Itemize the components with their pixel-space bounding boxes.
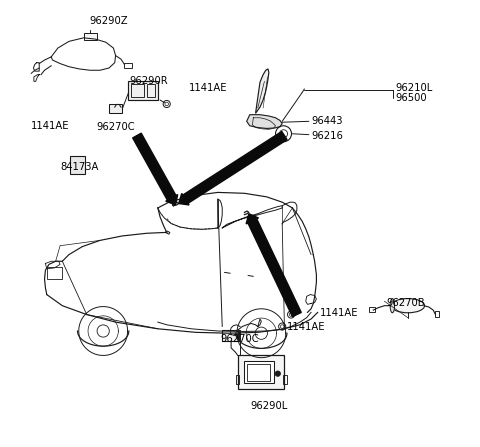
Ellipse shape: [391, 299, 425, 313]
Text: 96290R: 96290R: [130, 76, 168, 86]
Polygon shape: [247, 115, 282, 128]
Text: 1141AE: 1141AE: [31, 121, 70, 131]
Bar: [243, 361, 274, 384]
Text: 96443: 96443: [311, 116, 343, 127]
Bar: [124, 63, 132, 68]
Text: 96210L: 96210L: [396, 83, 433, 93]
Bar: [434, 311, 439, 317]
Bar: [131, 84, 144, 97]
Bar: [128, 81, 158, 100]
Bar: [247, 364, 270, 381]
FancyArrow shape: [179, 131, 287, 205]
Text: 96216: 96216: [311, 131, 343, 140]
Polygon shape: [255, 69, 269, 114]
Ellipse shape: [390, 299, 395, 313]
Bar: [369, 307, 374, 312]
FancyArrow shape: [132, 133, 178, 205]
Bar: [147, 84, 155, 97]
Bar: [84, 34, 97, 41]
Bar: [238, 355, 285, 389]
Text: 96270C: 96270C: [96, 122, 135, 132]
Text: 84173A: 84173A: [60, 162, 98, 172]
Text: 96270C: 96270C: [220, 334, 259, 344]
Bar: [109, 105, 122, 114]
Circle shape: [275, 371, 280, 376]
Bar: [283, 375, 287, 384]
Bar: [70, 156, 84, 174]
Text: 1141AE: 1141AE: [287, 321, 325, 332]
Text: 96270B: 96270B: [386, 298, 425, 308]
FancyArrow shape: [246, 214, 301, 316]
Bar: [236, 375, 239, 384]
Bar: [47, 266, 62, 279]
Text: 96500: 96500: [396, 93, 427, 103]
Text: 96290Z: 96290Z: [90, 17, 128, 26]
Text: 96290L: 96290L: [250, 401, 288, 411]
Text: 1141AE: 1141AE: [189, 83, 228, 93]
Bar: [222, 330, 239, 341]
Text: 1141AE: 1141AE: [320, 308, 359, 318]
